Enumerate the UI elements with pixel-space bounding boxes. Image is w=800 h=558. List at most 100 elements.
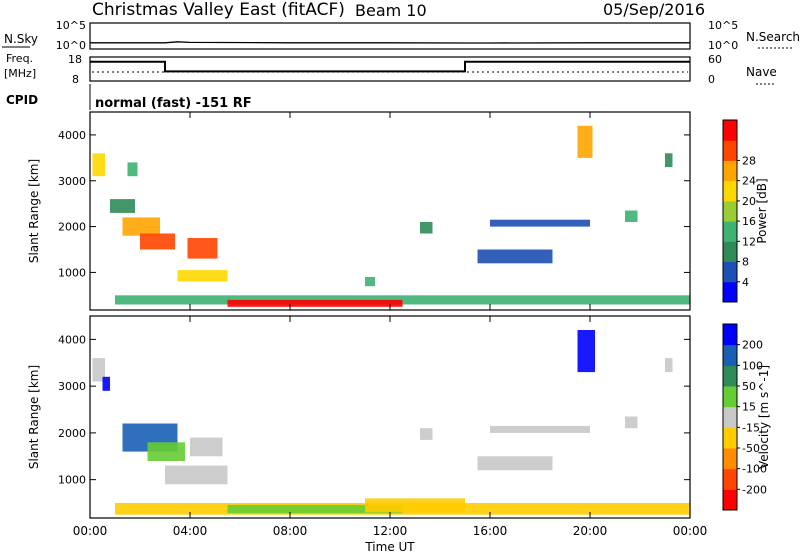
colorbar-tick-label: -50 xyxy=(742,442,760,455)
range-tick-label: 4000 xyxy=(58,333,86,346)
colorbar-segment xyxy=(723,241,737,262)
echo-patch-5 xyxy=(177,270,228,282)
range-tick-label: 2000 xyxy=(58,221,86,234)
freq-tick-high: 18 xyxy=(68,53,82,66)
colorbar-segment xyxy=(723,468,737,490)
velocity-ylabel: Slant Range [km] xyxy=(27,365,41,469)
colorbar-segment xyxy=(723,344,737,366)
nsky-label: N.Sky xyxy=(4,32,38,46)
echo-patch-14 xyxy=(625,210,638,222)
colorbar-tick-label: 8 xyxy=(742,256,749,269)
nsearch-label: N.Search xyxy=(746,30,800,44)
echo-patch-4 xyxy=(165,465,228,485)
echo-patch-2 xyxy=(122,217,160,236)
nave-tick-low: 0 xyxy=(708,73,715,86)
echo-patch-13 xyxy=(625,416,638,429)
colorbar-tick-label: 28 xyxy=(742,154,756,167)
time-tick-label: 20:00 xyxy=(573,524,608,538)
colorbar-tick-label: 100 xyxy=(742,359,763,372)
echo-patch-11 xyxy=(477,249,553,264)
colorbar-tick-label: 15 xyxy=(742,401,756,414)
power-colorbar-label: Power [dB] xyxy=(755,178,769,243)
time-tick-label: 00:00 xyxy=(673,524,708,538)
power-ylabel: Slant Range [km] xyxy=(27,159,41,263)
time-tick-label: 16:00 xyxy=(473,524,508,538)
echo-patch-0 xyxy=(92,153,105,177)
range-tick-label: 2000 xyxy=(58,427,86,440)
power-yticks: 1000 2000 3000 4000 xyxy=(58,129,690,279)
velocity-data-group xyxy=(92,330,690,515)
colorbar-segment xyxy=(723,427,737,449)
velocity-colorbar-label: Velocity [m s^-1] xyxy=(757,365,771,469)
noise-tick-low-right: 10^0 xyxy=(708,39,738,52)
echo-patch-8 xyxy=(227,299,403,307)
echo-patch-5 xyxy=(190,437,223,457)
echo-patch-13 xyxy=(577,125,593,158)
range-tick-label: 4000 xyxy=(58,129,86,142)
colorbar-segment xyxy=(723,281,737,303)
freq-series-line xyxy=(90,60,690,73)
time-tick-label: 08:00 xyxy=(273,524,308,538)
time-axis: 00:00 04:00 08:00 12:00 16:00 20:00 00:00 xyxy=(73,112,708,538)
colorbar-tick-label: -200 xyxy=(742,483,767,496)
colorbar-segment xyxy=(723,120,737,141)
date-label: 05/Sep/2016 xyxy=(603,0,705,19)
colorbar-segment xyxy=(723,140,737,161)
colorbar-frame xyxy=(722,119,738,303)
range-tick-label: 1000 xyxy=(58,266,86,279)
nave-label: Nave xyxy=(746,65,777,79)
range-tick-label: 3000 xyxy=(58,380,86,393)
freq-label: Freq. xyxy=(6,52,33,65)
echo-patch-7 xyxy=(227,504,403,514)
colorbar-tick-label: 24 xyxy=(742,175,756,188)
time-axis-label: Time UT xyxy=(364,540,415,554)
velocity-colorbar: 200 100 50 15 -15 -50 -100 -200 xyxy=(722,323,767,511)
colorbar-tick-label: -100 xyxy=(742,463,767,476)
echo-patch-3 xyxy=(140,233,175,250)
noise-tick-high-left: 10^5 xyxy=(56,19,86,32)
freq-unit-label: [MHz] xyxy=(4,67,36,80)
colorbar-tick-label: 4 xyxy=(742,276,749,289)
echo-patch-1 xyxy=(102,376,110,391)
range-tick-label: 1000 xyxy=(58,474,86,487)
beam-label: Beam 10 xyxy=(355,1,427,20)
velocity-yticks: 1000 2000 3000 4000 xyxy=(58,333,690,487)
echo-patch-8 xyxy=(365,498,465,513)
colorbar-frame xyxy=(722,323,738,511)
colorbar-segment xyxy=(723,448,737,470)
colorbar-tick-label: 16 xyxy=(742,215,756,228)
noise-tick-low-left: 10^0 xyxy=(56,39,86,52)
nave-tick-high: 60 xyxy=(708,53,722,66)
echo-patch-11 xyxy=(490,425,590,433)
power-colorbar: 4 8 12 16 20 24 28 xyxy=(722,119,756,303)
time-tick-label: 12:00 xyxy=(373,524,408,538)
colorbar-segment xyxy=(723,180,737,202)
noise-strip-frame xyxy=(89,22,691,50)
freq-strip-frame xyxy=(89,56,691,82)
echo-patch-10 xyxy=(477,456,553,471)
nsky-series-line xyxy=(90,41,690,44)
colorbar-segment xyxy=(723,489,737,511)
cpid-label: CPID xyxy=(6,93,38,107)
station-title: Christmas Valley East (fitACF) xyxy=(92,0,345,20)
echo-patch-15 xyxy=(665,153,673,168)
colorbar-tick-label: -15 xyxy=(742,421,760,434)
colorbar-segment xyxy=(723,221,737,242)
noise-tick-high-right: 10^5 xyxy=(708,19,738,32)
echo-patch-9 xyxy=(365,277,375,287)
colorbar-segment xyxy=(723,365,737,387)
colorbar-tick-label: 12 xyxy=(742,235,756,248)
colorbar-tick-label: 50 xyxy=(742,380,756,393)
echo-patch-10 xyxy=(420,222,433,234)
colorbar-segment xyxy=(723,406,737,428)
colorbar-segment xyxy=(723,200,737,222)
velocity-panel-bg xyxy=(90,316,690,518)
power-data-group xyxy=(92,125,690,307)
echo-patch-4 xyxy=(187,238,218,259)
colorbar-segment xyxy=(723,160,737,182)
colorbar-tick-label: 200 xyxy=(742,339,763,352)
echo-patch-1 xyxy=(127,162,138,177)
time-tick-label: 00:00 xyxy=(73,524,108,538)
colorbar-segment xyxy=(723,324,737,346)
